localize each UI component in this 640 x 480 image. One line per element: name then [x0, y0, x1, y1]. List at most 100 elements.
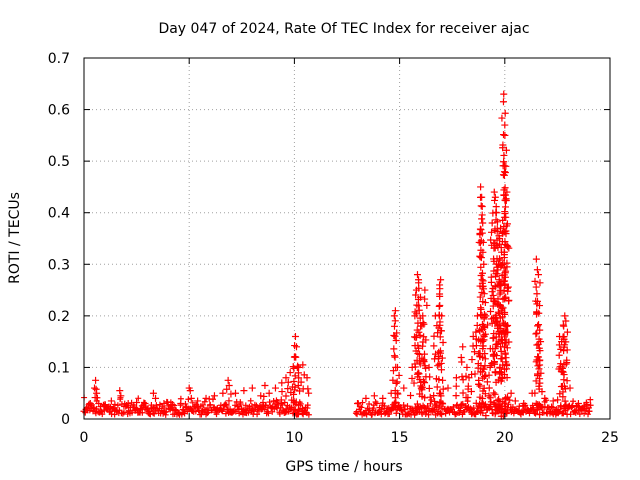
- spike-point: [536, 347, 544, 355]
- spike-point: [468, 370, 476, 378]
- spike-point: [477, 202, 485, 210]
- data-point: [248, 384, 256, 392]
- baseline-point: [204, 410, 211, 417]
- spike-point: [480, 336, 488, 344]
- spike-point: [482, 412, 490, 420]
- spike-point: [501, 350, 509, 358]
- data-point: [431, 312, 439, 320]
- spike-point: [415, 284, 423, 292]
- spike-point: [501, 328, 509, 336]
- data-point: [160, 400, 168, 408]
- baseline-point: [587, 396, 594, 403]
- data-point: [219, 389, 227, 397]
- data-point: [91, 384, 99, 392]
- spike-point: [536, 361, 544, 369]
- data-point: [86, 400, 94, 408]
- spike-point: [436, 347, 444, 355]
- baseline-point: [189, 399, 196, 406]
- spike-point: [472, 399, 480, 407]
- spike-point: [475, 376, 483, 384]
- baseline-point: [192, 408, 199, 415]
- spike-point: [505, 338, 513, 346]
- data-point: [152, 394, 160, 402]
- data-point: [488, 219, 496, 227]
- spike-point: [488, 288, 496, 296]
- data-point: [92, 376, 100, 384]
- baseline-point: [199, 401, 206, 408]
- spike-point: [557, 402, 565, 410]
- baseline-point: [549, 404, 556, 411]
- baseline-point: [207, 401, 214, 408]
- spike-point: [299, 404, 307, 412]
- spike-point: [537, 369, 545, 377]
- spike-point: [394, 390, 402, 398]
- spike-point: [536, 326, 544, 334]
- baseline-point: [532, 410, 539, 417]
- spike-point: [415, 328, 423, 336]
- spike-point: [415, 306, 423, 314]
- spike-point: [452, 392, 460, 400]
- spike-point: [435, 360, 443, 368]
- spike-point: [505, 296, 513, 304]
- data-point: [479, 219, 487, 227]
- spike-point: [485, 371, 493, 379]
- spike-point: [391, 317, 399, 325]
- spike-point: [435, 302, 443, 310]
- spike-point: [284, 378, 292, 386]
- spike-point: [434, 362, 442, 370]
- x-tick-label: 20: [496, 430, 514, 446]
- data-point: [463, 363, 471, 371]
- spike-point: [500, 131, 508, 139]
- spike-point: [559, 321, 567, 329]
- spike-point: [483, 378, 491, 386]
- data-point: [231, 389, 239, 397]
- y-tick-label: 0.2: [48, 309, 70, 325]
- baseline-point: [222, 401, 229, 408]
- spike-point: [533, 329, 541, 337]
- baseline-point: [209, 396, 216, 403]
- spike-point: [560, 405, 568, 413]
- spike-point: [532, 283, 540, 291]
- data-point: [393, 363, 401, 371]
- data-point: [503, 188, 511, 196]
- spike-point: [555, 351, 563, 359]
- baseline-point: [116, 407, 123, 414]
- spike-point: [502, 146, 510, 154]
- spike-point: [290, 405, 298, 413]
- spike-point: [223, 385, 231, 393]
- baseline-point: [450, 403, 457, 410]
- spike-point: [501, 280, 509, 288]
- spike-point: [438, 354, 446, 362]
- data-point: [482, 312, 490, 320]
- baseline-point: [268, 404, 275, 411]
- baseline-point: [179, 406, 186, 413]
- data-point: [141, 400, 149, 408]
- spike-point: [291, 353, 299, 361]
- data-point: [562, 317, 570, 325]
- spike-point: [392, 336, 400, 344]
- baseline-point: [276, 410, 283, 417]
- spike-point: [503, 322, 511, 330]
- spike-point: [410, 379, 418, 387]
- spike-point: [495, 395, 503, 403]
- spike-point: [468, 408, 476, 416]
- spike-point: [503, 362, 511, 370]
- spike-point: [421, 362, 429, 370]
- data-point: [257, 392, 265, 400]
- spike-point: [297, 378, 305, 386]
- spike-point: [426, 373, 434, 381]
- spike-point: [420, 350, 428, 358]
- data-point: [101, 401, 109, 409]
- spike-point: [225, 397, 233, 405]
- y-tick-label: 0.3: [48, 257, 70, 273]
- spike-point: [563, 346, 571, 354]
- data-point: [502, 162, 510, 170]
- spike-point: [531, 277, 539, 285]
- spike-point: [559, 368, 567, 376]
- spike-point: [435, 352, 443, 360]
- spike-point: [452, 382, 460, 390]
- data-point: [168, 401, 176, 409]
- baseline-point: [135, 395, 142, 402]
- spike-point: [476, 253, 484, 261]
- spike-point: [478, 269, 486, 277]
